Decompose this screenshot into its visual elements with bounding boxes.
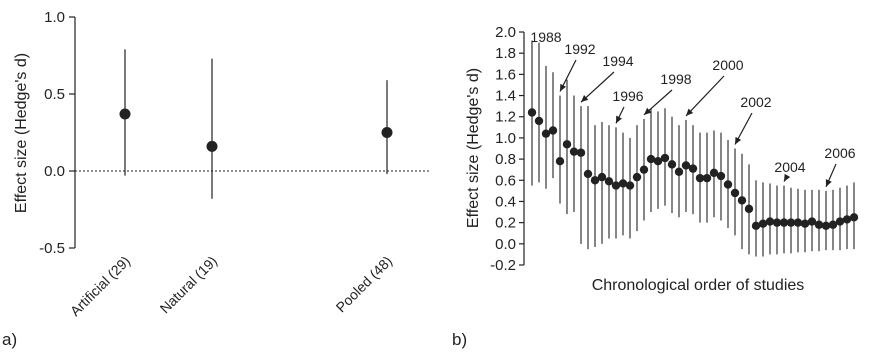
panel-a-y-tick-label: 1.0 [44, 9, 65, 26]
panel-b-year-annotation: 1992 [564, 41, 595, 57]
panel-b-y-tick-label: 1.4 [495, 88, 516, 105]
panel-b-y-tick-label: 0.8 [495, 151, 516, 168]
panel-b-label: b) [452, 330, 467, 349]
panel-b-data-point [730, 188, 740, 198]
panel-b-data-point [814, 220, 824, 229]
panel-b-y-tick-label: 2.0 [495, 24, 516, 41]
panel-a-data-point [381, 127, 393, 138]
panel-b-y-tick-label: 1.2 [495, 109, 516, 126]
panel-b-year-annotation: 1998 [660, 71, 691, 87]
panel-b-data-point [541, 129, 551, 138]
panel-b-chart: 2.0 1.8 1.6 1.4 1.2 1.0 0.8 0.6 0.4 0.2 0.0 -0.2 19… [452, 24, 859, 349]
panel-b-data-point [632, 172, 642, 182]
panel-b-data-point [786, 218, 796, 227]
panel-b-year-annotation: 2004 [774, 159, 805, 175]
panel-b-data-point [576, 148, 586, 157]
panel-b-data-point [765, 217, 775, 226]
panel-b-annotation-arrow [685, 75, 725, 117]
panel-b-data-point [793, 218, 803, 227]
panel-b-y-tick-label: 0.0 [495, 236, 516, 253]
panel-b-y-tick-label: 1.6 [495, 66, 516, 83]
panel-b-annotation-arrowhead [560, 83, 567, 92]
panel-b-year-annotation: 1996 [612, 88, 643, 104]
panel-a-chart: 1.0 0.5 0.0 -0.5 Artificial (29) Natural (19… [2, 9, 430, 349]
panel-b-y-tick-label: 1.0 [495, 130, 516, 147]
panel-b-data-point [653, 157, 663, 166]
panel-b-y-tick-label: 1.8 [495, 45, 516, 62]
panel-a-data-point [206, 140, 218, 152]
panel-b-data-point [625, 181, 635, 190]
panel-b-data-point [660, 153, 670, 163]
panel-b-data-point [737, 196, 747, 205]
panel-b-y-tick-label: 0.4 [495, 193, 516, 210]
panel-b-data-point [716, 171, 726, 181]
panel-b-annotation-arrowhead [581, 95, 589, 103]
panel-b-annotation-arrow [580, 71, 615, 103]
panel-b-data-point [709, 168, 719, 178]
panel-b-data-point [800, 219, 810, 228]
panel-b-year-annotation: 1988 [530, 29, 561, 45]
panel-b-data-point [562, 140, 572, 149]
panel-b-data-point [842, 215, 852, 224]
panel-b-data-point [527, 108, 537, 117]
panel-b-data-point [674, 167, 684, 176]
panel-b-data-point [779, 218, 789, 227]
panel-a-y-tick-label: 0.0 [44, 163, 65, 180]
panel-b-data-point [604, 177, 614, 186]
panel-a-y-axis-title: Effect size (Hedge's d) [13, 53, 30, 213]
panel-b-data-point [639, 165, 649, 174]
panel-a-y-tick-label: -0.5 [39, 240, 65, 257]
panel-b-data-point [807, 217, 817, 226]
panel-b-year-annotation: 2006 [824, 145, 855, 161]
panel-b-y-tick-label: -0.2 [490, 257, 516, 274]
panel-b-x-axis-title: Chronological order of studies [592, 277, 805, 294]
panel-b-data-point [835, 217, 845, 226]
panel-a-category-label: Pooled (48) [333, 253, 396, 316]
panel-b-data-point [569, 147, 579, 156]
panel-b-data-point [744, 204, 754, 214]
panel-b-year-annotation: 2000 [712, 57, 743, 73]
panel-b-y-tick-label: 0.2 [495, 215, 516, 232]
panel-b-data-point [751, 221, 761, 231]
panel-b-annotation-arrowhead [686, 108, 694, 116]
panel-b-data-point [758, 219, 768, 228]
panel-b-y-tick-label: 0.6 [495, 172, 516, 189]
panel-a-y-tick-label: 0.5 [44, 86, 65, 103]
panel-b-annotation-arrowhead [644, 107, 652, 115]
panel-b-data-point [849, 213, 859, 222]
panel-b-y-axis-title: Effect size (Hedge's d) [465, 68, 482, 228]
panel-b-data-point [534, 116, 544, 126]
panel-b-data-point [695, 173, 705, 183]
panel-a-data-point [119, 108, 131, 120]
panel-b-data-point [583, 169, 593, 179]
panel-b-annotation-arrowhead [616, 115, 622, 124]
panel-b-data-point [828, 220, 838, 229]
panel-a-category-label: Natural (19) [157, 253, 221, 317]
panel-b-data-point [772, 218, 782, 227]
panel-b-annotation-arrowhead [735, 136, 742, 145]
panel-b-data-point [821, 221, 831, 231]
panel-b-data-point [723, 180, 733, 189]
panel-b-annotation-arrowhead [825, 179, 832, 187]
panel-b-data-point [597, 172, 607, 182]
panel-b-data-point [548, 126, 558, 135]
panel-b-data-point [618, 179, 628, 188]
panel-b-data-point [667, 160, 677, 169]
panel-b-year-annotation: 2002 [740, 94, 771, 110]
panel-b-data-point [590, 176, 600, 185]
panel-a-label: a) [2, 330, 17, 349]
panel-a-category-label: Artificial (29) [67, 253, 133, 319]
panel-b-data-point [646, 154, 656, 164]
panel-b-data-point [555, 157, 565, 166]
panel-b-data-point [702, 173, 712, 183]
panel-b-data-point [611, 181, 621, 190]
panel-b-year-annotation: 1994 [602, 53, 633, 69]
panel-b-data-point [681, 161, 691, 170]
panel-b-data-point [688, 164, 698, 173]
panel-b-annotation-arrowhead [784, 173, 791, 182]
